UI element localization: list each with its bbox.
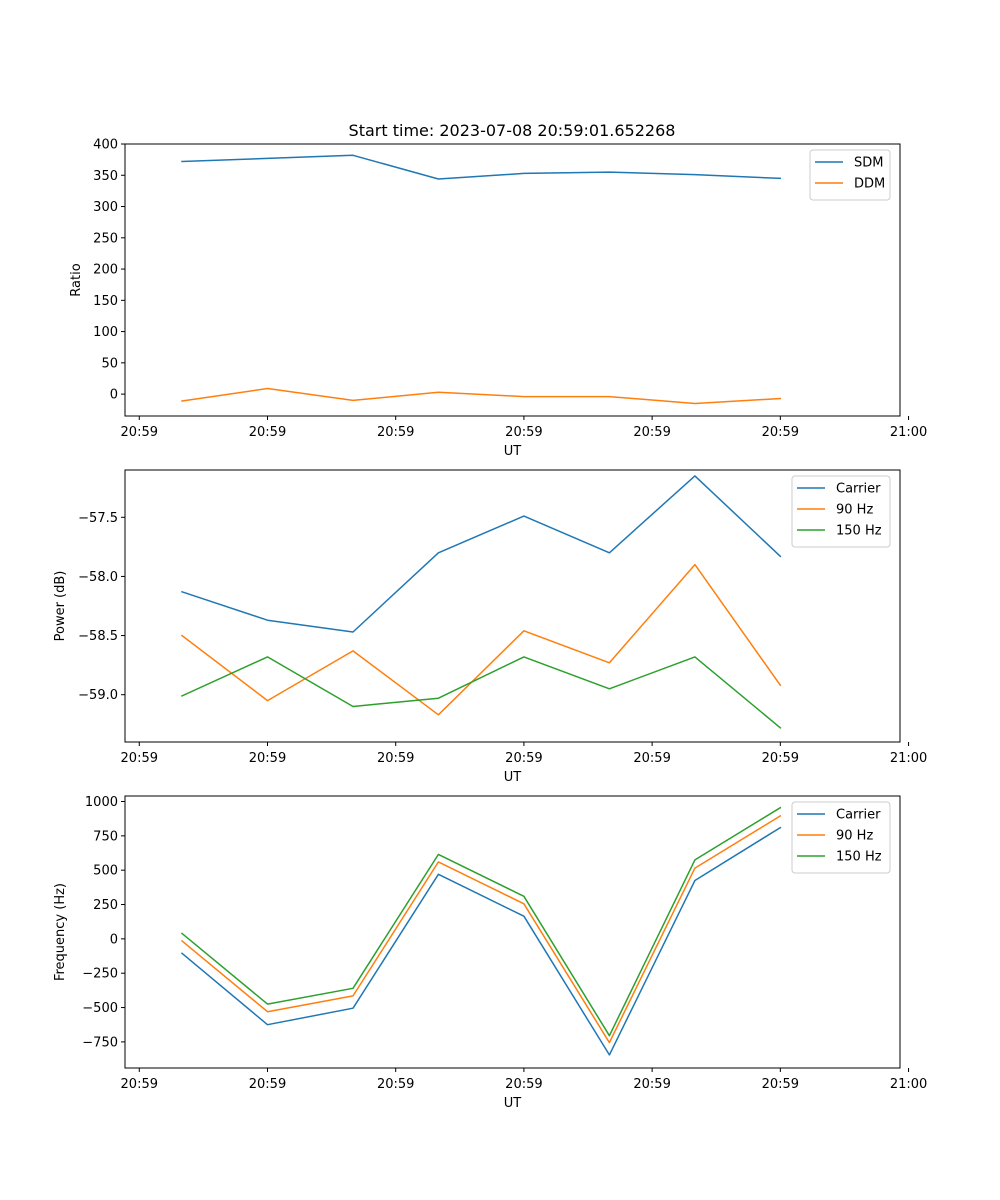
- y-tick-label: 100: [93, 325, 118, 340]
- y-tick-label: 500: [93, 864, 118, 879]
- x-tick-label: 20:59: [762, 425, 799, 440]
- plot-frame: [124, 469, 901, 743]
- series-line-150-hz: [180, 806, 782, 1037]
- x-tick-label: 20:59: [762, 1077, 799, 1092]
- y-tick-label: 750: [93, 829, 118, 844]
- x-axis-label: UT: [504, 770, 522, 785]
- series-line-sdm: [181, 154, 782, 180]
- x-tick-label: 20:59: [505, 751, 542, 766]
- y-tick-label: 0: [110, 932, 118, 947]
- legend-label-90-hz: 90 Hz: [836, 503, 873, 518]
- y-tick-label: −250: [82, 967, 118, 982]
- legend-label-150-hz: 150 Hz: [836, 524, 882, 539]
- legend: Carrier 90 Hz 150 Hz: [791, 801, 891, 874]
- x-tick-label: 20:59: [121, 1077, 158, 1092]
- legend-label-carrier: Carrier: [836, 808, 881, 823]
- series-line-90-hz: [180, 563, 782, 716]
- ratio-panel: 20:59 20:59 20:59 20:59 20:59 20:59 21:00 0 50 10…: [69, 138, 927, 460]
- x-tick-label: 21:00: [890, 1077, 927, 1092]
- y-tick-label: −750: [82, 1035, 118, 1050]
- plot-frame: [124, 143, 901, 417]
- y-tick-label: 400: [93, 138, 118, 153]
- y-tick-label: −58.0: [78, 570, 118, 585]
- x-tick-label: 20:59: [249, 425, 286, 440]
- legend: SDM DDM: [809, 149, 891, 201]
- y-tick-label: 150: [93, 294, 118, 309]
- y-tick-label: 50: [101, 356, 118, 371]
- x-tick-label: 20:59: [377, 751, 414, 766]
- x-tick-label: 20:59: [633, 751, 670, 766]
- x-tick-label: 20:59: [505, 1077, 542, 1092]
- legend-label-sdm: SDM: [854, 156, 883, 171]
- y-tick-label: 1000: [85, 795, 118, 810]
- y-tick-label: 300: [93, 200, 118, 215]
- y-tick-label: 250: [93, 898, 118, 913]
- y-axis-label: Ratio: [69, 263, 84, 296]
- plot-frame: [124, 795, 901, 1069]
- y-tick-label: −58.5: [78, 629, 118, 644]
- x-tick-label: 20:59: [633, 1077, 670, 1092]
- legend: Carrier 90 Hz 150 Hz: [791, 475, 891, 548]
- legend-label-150-hz: 150 Hz: [836, 850, 882, 865]
- y-axis-label: Power (dB): [53, 571, 68, 642]
- x-tick-label: 21:00: [890, 425, 927, 440]
- x-tick-label: 20:59: [377, 1077, 414, 1092]
- series-line-carrier: [181, 475, 782, 633]
- chart-title: Start time: 2023-07-08 20:59:01.652268: [349, 121, 676, 140]
- x-axis-label: UT: [504, 1096, 522, 1111]
- series-line-carrier: [180, 826, 782, 1056]
- legend-label-90-hz: 90 Hz: [836, 829, 873, 844]
- y-tick-label: 250: [93, 231, 118, 246]
- power-panel: 20:59 20:59 20:59 20:59 20:59 20:59 21:00 −59.0…: [53, 469, 927, 785]
- y-tick-label: 350: [93, 169, 118, 184]
- y-tick-label: −59.0: [78, 688, 118, 703]
- x-axis-label: UT: [504, 444, 522, 459]
- y-tick-label: −57.5: [78, 511, 118, 526]
- x-tick-label: 20:59: [762, 751, 799, 766]
- frequency-panel: 20:59 20:59 20:59 20:59 20:59 20:59 21:00 −750 −…: [53, 795, 927, 1111]
- y-tick-label: 0: [110, 388, 118, 403]
- y-tick-label: −500: [82, 1001, 118, 1016]
- x-tick-label: 20:59: [121, 751, 158, 766]
- x-tick-label: 20:59: [633, 425, 670, 440]
- legend-label-ddm: DDM: [854, 177, 885, 192]
- x-tick-label: 21:00: [890, 751, 927, 766]
- x-tick-label: 20:59: [505, 425, 542, 440]
- y-axis-label: Frequency (Hz): [53, 883, 68, 981]
- x-tick-label: 20:59: [377, 425, 414, 440]
- series-line-90-hz: [180, 814, 782, 1044]
- panels: 20:59 20:59 20:59 20:59 20:59 20:59 21:00 0 50 10…: [53, 138, 927, 1112]
- x-tick-label: 20:59: [249, 1077, 286, 1092]
- y-tick-label: 200: [93, 263, 118, 278]
- x-tick-label: 20:59: [121, 425, 158, 440]
- x-tick-label: 20:59: [249, 751, 286, 766]
- legend-label-carrier: Carrier: [836, 482, 881, 497]
- series-line-ddm: [181, 387, 782, 405]
- series-line-150-hz: [181, 656, 782, 729]
